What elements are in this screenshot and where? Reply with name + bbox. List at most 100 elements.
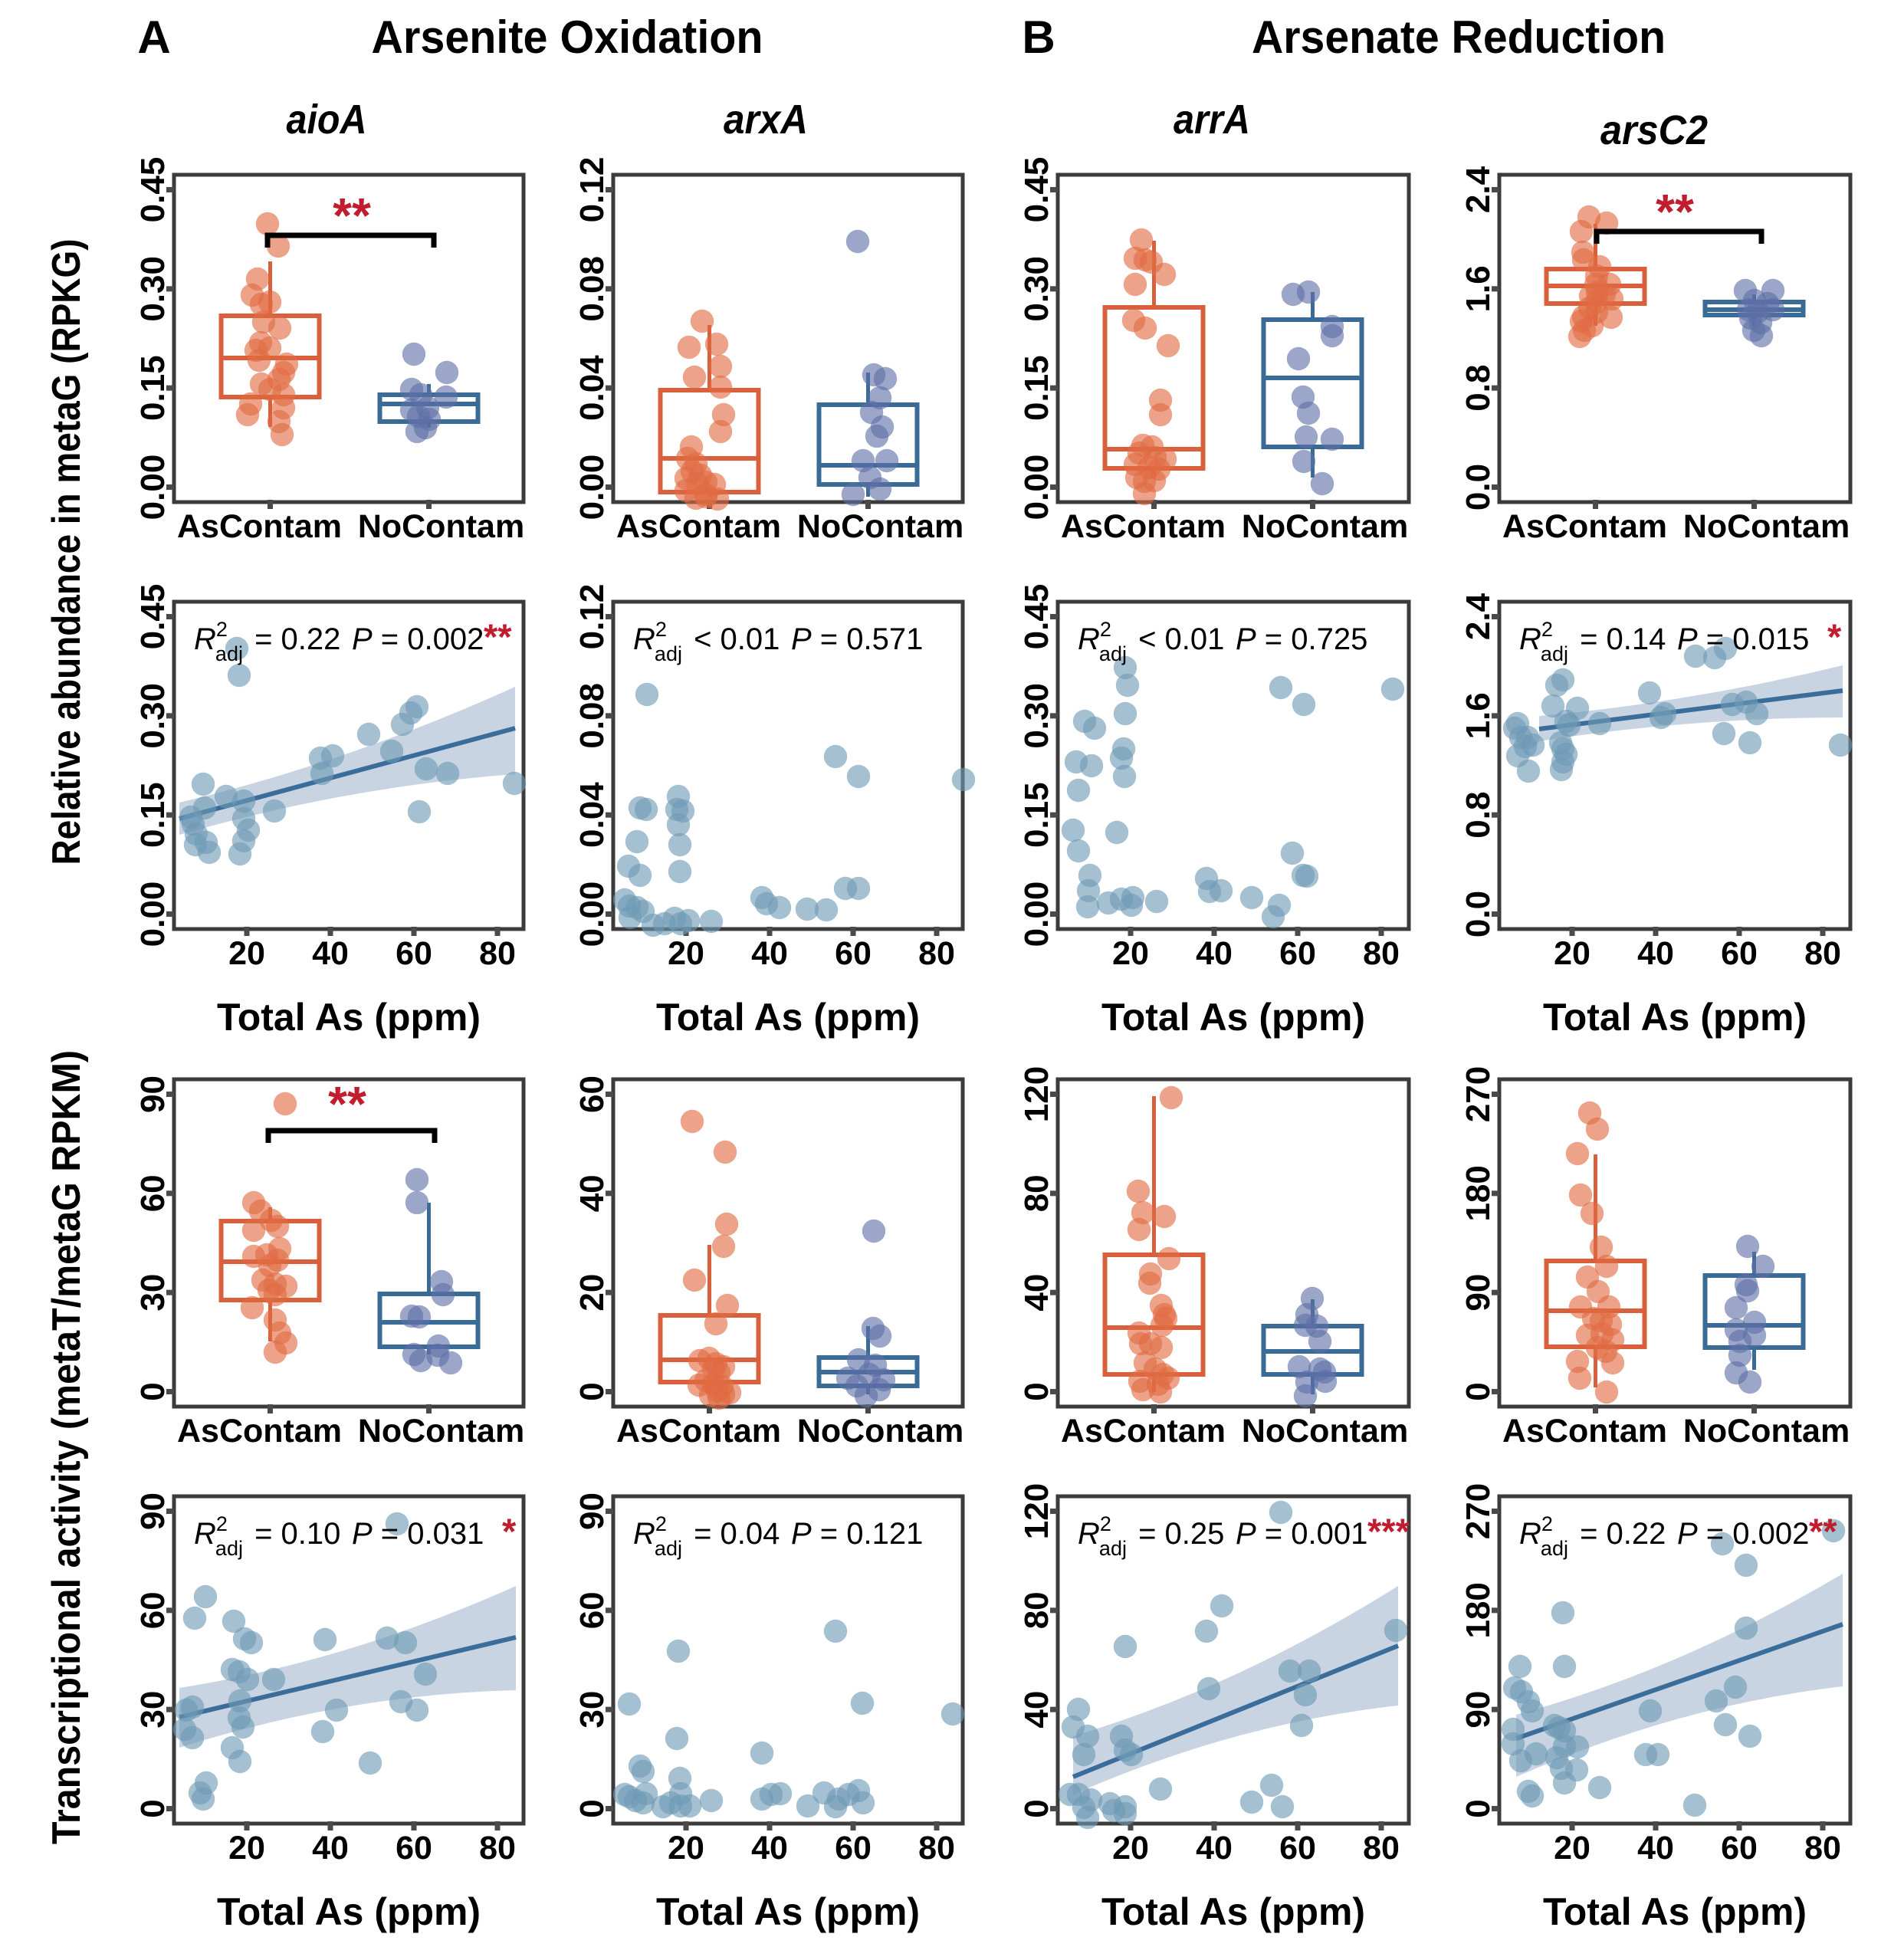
svg-text:0.45: 0.45: [1018, 584, 1055, 650]
svg-text:40: 40: [573, 1174, 611, 1212]
svg-text:2.4: 2.4: [1459, 593, 1497, 640]
svg-text:90: 90: [573, 1492, 611, 1530]
svg-text:0: 0: [134, 1382, 172, 1400]
svg-text:60: 60: [1279, 935, 1316, 972]
svg-text:60: 60: [396, 935, 432, 972]
svg-text:**: **: [333, 188, 371, 243]
svg-text:NoContam: NoContam: [1242, 508, 1408, 545]
svg-text:0: 0: [573, 1799, 611, 1817]
svg-text:90: 90: [1459, 1691, 1497, 1729]
svg-text:60: 60: [1279, 1830, 1316, 1867]
svg-text:AsContam: AsContam: [177, 508, 342, 545]
svg-text:40: 40: [1018, 1691, 1055, 1729]
svg-text:arsC2: arsC2: [1600, 107, 1708, 153]
svg-text:P = 0.121: P = 0.121: [791, 1517, 923, 1551]
svg-text:aioA: aioA: [287, 97, 367, 143]
svg-text:1.6: 1.6: [1459, 265, 1497, 312]
svg-text:80: 80: [479, 1830, 516, 1867]
svg-text:Total As (ppm): Total As (ppm): [217, 996, 481, 1039]
svg-text:0.45: 0.45: [134, 157, 172, 223]
svg-text:0.00: 0.00: [134, 882, 172, 947]
svg-text:80: 80: [1018, 1174, 1055, 1212]
svg-text:0: 0: [573, 1382, 611, 1400]
svg-text:NoContam: NoContam: [797, 1413, 963, 1450]
svg-text:40: 40: [1196, 935, 1233, 972]
svg-text:P = 0.725: P = 0.725: [1236, 622, 1367, 656]
svg-text:20: 20: [228, 1830, 265, 1867]
svg-text:0: 0: [1018, 1799, 1055, 1817]
svg-text:AsContam: AsContam: [177, 1413, 342, 1450]
svg-text:1.6: 1.6: [1459, 692, 1497, 739]
svg-text:**: **: [1656, 184, 1694, 239]
svg-text:40: 40: [1018, 1274, 1055, 1312]
svg-text:60: 60: [396, 1830, 432, 1867]
svg-text:20: 20: [573, 1274, 611, 1312]
svg-text:80: 80: [1804, 1830, 1841, 1867]
svg-text:NoContam: NoContam: [1242, 1413, 1408, 1450]
svg-text:AsContam: AsContam: [1502, 508, 1667, 545]
svg-text:P = 0.031: P = 0.031: [352, 1517, 484, 1551]
svg-text:P = 0.002: P = 0.002: [1677, 1517, 1809, 1551]
svg-text:80: 80: [479, 935, 516, 972]
svg-text:60: 60: [134, 1591, 172, 1629]
svg-text:0.15: 0.15: [134, 782, 172, 848]
svg-text:P = 0.002: P = 0.002: [352, 622, 484, 656]
svg-text:40: 40: [312, 1830, 349, 1867]
svg-text:A: A: [137, 11, 170, 63]
svg-text:80: 80: [1804, 935, 1841, 972]
svg-text:0.45: 0.45: [1018, 157, 1055, 223]
svg-text:Total As (ppm): Total As (ppm): [1543, 1890, 1807, 1933]
svg-text:0.04: 0.04: [573, 355, 611, 421]
svg-text:0.08: 0.08: [573, 256, 611, 322]
svg-text:90: 90: [134, 1492, 172, 1530]
svg-text:20: 20: [1554, 935, 1590, 972]
svg-text:60: 60: [134, 1174, 172, 1212]
svg-text:Total As (ppm): Total As (ppm): [217, 1890, 481, 1933]
svg-text:80: 80: [918, 935, 955, 972]
svg-text:Transcriptional activity (meta: Transcriptional activity (metaT/metaG RP…: [44, 1050, 89, 1844]
svg-text:60: 60: [835, 1830, 872, 1867]
svg-text:80: 80: [1363, 1830, 1400, 1867]
svg-text:80: 80: [1363, 935, 1400, 972]
svg-text:NoContam: NoContam: [1683, 1413, 1850, 1450]
svg-text:20: 20: [1112, 935, 1149, 972]
svg-text:**: **: [1809, 1511, 1837, 1551]
svg-text:NoContam: NoContam: [797, 508, 963, 545]
svg-text:270: 270: [1459, 1066, 1497, 1122]
svg-text:40: 40: [751, 1830, 788, 1867]
svg-text:80: 80: [1018, 1591, 1055, 1629]
svg-text:arxA: arxA: [724, 97, 808, 143]
svg-text:0.00: 0.00: [573, 882, 611, 947]
svg-text:Total As (ppm): Total As (ppm): [656, 996, 920, 1039]
svg-text:arrA: arrA: [1174, 97, 1250, 143]
svg-text:Total As (ppm): Total As (ppm): [1101, 1890, 1365, 1933]
svg-text:0.30: 0.30: [1018, 683, 1055, 749]
svg-text:40: 40: [1196, 1830, 1233, 1867]
svg-text:AsContam: AsContam: [616, 1413, 781, 1450]
svg-text:30: 30: [134, 1274, 172, 1312]
svg-text:0.04: 0.04: [573, 782, 611, 848]
svg-text:60: 60: [1721, 935, 1758, 972]
svg-text:40: 40: [1637, 1830, 1674, 1867]
svg-text:NoContam: NoContam: [1683, 508, 1850, 545]
svg-text:0.00: 0.00: [1018, 455, 1055, 520]
svg-text:0.0: 0.0: [1459, 891, 1497, 937]
svg-text:0.45: 0.45: [134, 584, 172, 650]
svg-text:0.0: 0.0: [1459, 464, 1497, 511]
svg-text:NoContam: NoContam: [358, 1413, 524, 1450]
svg-text:60: 60: [573, 1075, 611, 1113]
svg-text:Total As (ppm): Total As (ppm): [1543, 996, 1807, 1039]
svg-text:**: **: [484, 616, 512, 657]
svg-text:0: 0: [134, 1799, 172, 1817]
svg-text:0.00: 0.00: [1018, 882, 1055, 947]
svg-text:P = 0.015: P = 0.015: [1677, 622, 1809, 656]
svg-text:B: B: [1022, 11, 1055, 63]
svg-text:20: 20: [1112, 1830, 1149, 1867]
svg-text:0.30: 0.30: [1018, 256, 1055, 322]
